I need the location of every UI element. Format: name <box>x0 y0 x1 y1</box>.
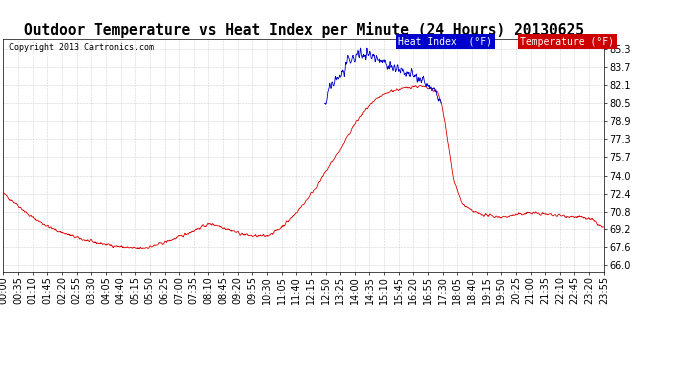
Text: Heat Index  (°F): Heat Index (°F) <box>398 37 492 47</box>
Text: Temperature (°F): Temperature (°F) <box>520 37 614 47</box>
Text: Copyright 2013 Cartronics.com: Copyright 2013 Cartronics.com <box>10 43 155 52</box>
Title: Outdoor Temperature vs Heat Index per Minute (24 Hours) 20130625: Outdoor Temperature vs Heat Index per Mi… <box>23 22 584 38</box>
